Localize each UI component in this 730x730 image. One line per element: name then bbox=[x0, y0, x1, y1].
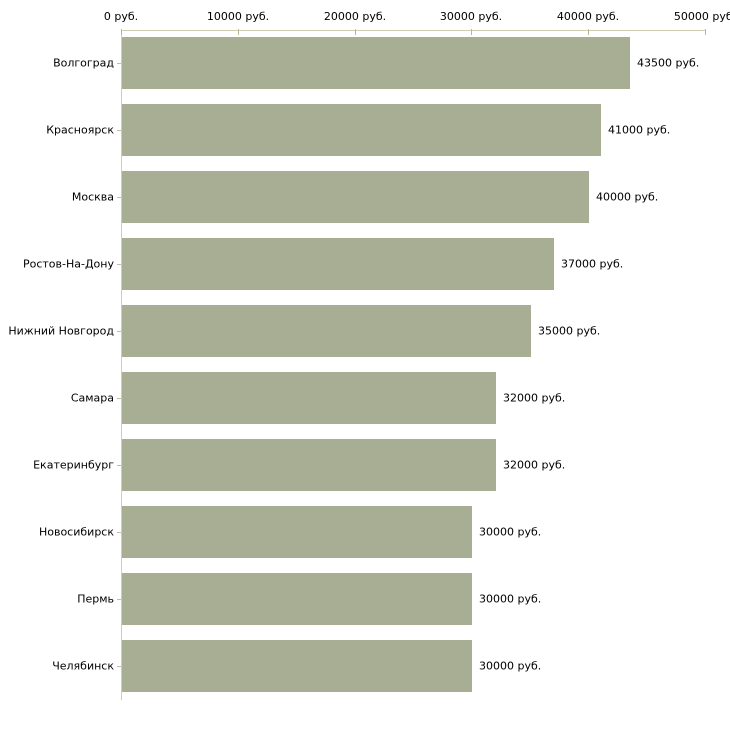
category-label: Ростов-На-Дону bbox=[22, 257, 114, 271]
value-label: 30000 руб. bbox=[479, 592, 542, 606]
bar-Москва bbox=[122, 171, 589, 223]
bar-Нижний Новгород bbox=[122, 305, 531, 357]
value-label: 41000 руб. bbox=[608, 123, 671, 137]
category-label: Волгоград bbox=[53, 56, 114, 70]
value-label: 43500 руб. bbox=[637, 56, 700, 70]
bar-Новосибирск bbox=[122, 506, 472, 558]
value-label: 37000 руб. bbox=[561, 257, 624, 271]
category-tick bbox=[117, 264, 121, 265]
x-axis-tick bbox=[238, 29, 239, 35]
x-axis-tick-label: 20000 руб. bbox=[323, 10, 387, 23]
category-label: Пермь bbox=[77, 592, 114, 606]
x-axis-tick bbox=[705, 29, 706, 35]
bar-Красноярск bbox=[122, 104, 601, 156]
x-axis-line bbox=[121, 30, 705, 31]
category-tick bbox=[117, 666, 121, 667]
bar-Екатеринбург bbox=[122, 439, 496, 491]
category-tick bbox=[117, 599, 121, 600]
category-label: Самара bbox=[70, 391, 114, 405]
category-tick bbox=[117, 197, 121, 198]
category-label: Нижний Новгород bbox=[8, 324, 114, 338]
category-tick bbox=[117, 130, 121, 131]
x-axis-tick-label: 40000 руб. bbox=[556, 10, 620, 23]
value-label: 32000 руб. bbox=[503, 391, 566, 405]
category-label: Челябинск bbox=[52, 659, 114, 673]
category-tick bbox=[117, 398, 121, 399]
x-axis-tick bbox=[355, 29, 356, 35]
value-label: 40000 руб. bbox=[596, 190, 659, 204]
category-tick bbox=[117, 465, 121, 466]
bar-Самара bbox=[122, 372, 496, 424]
x-axis-tick bbox=[121, 29, 122, 35]
x-axis-tick-label: 30000 руб. bbox=[439, 10, 503, 23]
value-label: 30000 руб. bbox=[479, 659, 542, 673]
x-axis-tick-label: 10000 руб. bbox=[206, 10, 270, 23]
value-label: 35000 руб. bbox=[538, 324, 601, 338]
y-axis-line bbox=[121, 30, 122, 700]
category-label: Екатеринбург bbox=[33, 458, 114, 472]
x-axis-tick-label: 50000 руб. bbox=[673, 10, 730, 23]
bar-Челябинск bbox=[122, 640, 472, 692]
x-axis-tick-label: 0 руб. bbox=[103, 10, 139, 23]
category-tick bbox=[117, 331, 121, 332]
category-label: Москва bbox=[71, 190, 114, 204]
x-axis-tick bbox=[471, 29, 472, 35]
x-axis-tick bbox=[588, 29, 589, 35]
category-label: Новосибирск bbox=[38, 525, 114, 539]
bar-Пермь bbox=[122, 573, 472, 625]
value-label: 32000 руб. bbox=[503, 458, 566, 472]
category-tick bbox=[117, 63, 121, 64]
category-label: Красноярск bbox=[46, 123, 114, 137]
bar-Волгоград bbox=[122, 37, 630, 89]
value-label: 30000 руб. bbox=[479, 525, 542, 539]
bar-Ростов-На-Дону bbox=[122, 238, 554, 290]
category-tick bbox=[117, 532, 121, 533]
